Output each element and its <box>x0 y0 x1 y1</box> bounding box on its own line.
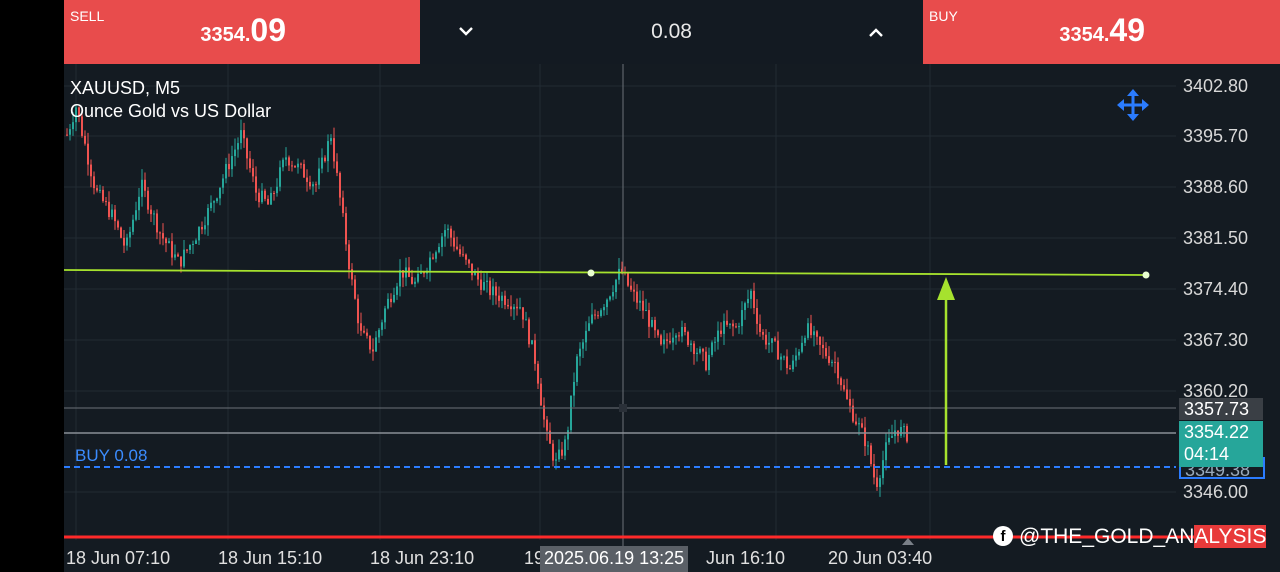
sell-button[interactable]: SELL 3354.09 <box>64 0 420 64</box>
buy-label: BUY <box>929 8 958 24</box>
price-tick: 3381.50 <box>1183 228 1249 248</box>
price-tick: 3402.80 <box>1183 76 1249 96</box>
time-tick: 18 Jun 15:10 <box>218 548 323 568</box>
buy-button[interactable]: BUY 3354.49 <box>923 0 1280 64</box>
price-tick: 3374.40 <box>1183 279 1249 299</box>
buy-order-label[interactable]: BUY 0.08 <box>75 446 148 465</box>
facebook-icon: f <box>993 526 1013 546</box>
buy-price: 3354.49 <box>1059 12 1145 48</box>
price-tick: 3346.00 <box>1183 482 1249 502</box>
time-tick: 19 <box>524 548 545 568</box>
bid-price-tag: 3354.22 04:14 <box>1179 421 1263 467</box>
time-tick: Jun 16:10 <box>706 548 786 568</box>
sell-price: 3354.09 <box>200 12 286 48</box>
time-tick: 18 Jun 07:10 <box>66 548 171 568</box>
sell-label: SELL <box>70 8 105 24</box>
watermark: f @THE_GOLD_ANALYSIS <box>993 525 1267 549</box>
left-margin <box>0 0 64 572</box>
time-tick: 18 Jun 23:10 <box>370 548 475 568</box>
volume-value[interactable]: 0.08 <box>651 20 692 43</box>
price-tick: 3367.30 <box>1183 330 1249 350</box>
time-tick: 20 Jun 03:40 <box>828 548 933 568</box>
move-icon[interactable] <box>1116 88 1150 122</box>
watermark-text-highlight: ALYSIS <box>1194 525 1267 548</box>
symbol-timeframe: XAUUSD, M5 <box>70 78 181 98</box>
volume-control: 0.08 <box>420 0 923 64</box>
chevron-up-icon[interactable] <box>860 18 892 46</box>
price-tick: 3360.20 <box>1183 381 1249 401</box>
bid-price: 3354.22 <box>1184 422 1250 442</box>
watermark-text: @THE_GOLD_AN <box>1019 525 1195 548</box>
chart-area[interactable] <box>64 64 1176 540</box>
price-tick: 3388.60 <box>1183 177 1249 197</box>
crosshair-time-tag: 2025.06.19 13:25 <box>540 546 689 572</box>
chevron-down-icon[interactable] <box>450 18 482 46</box>
candle-countdown: 04:14 <box>1184 444 1230 464</box>
crosshair-price-tag: 3357.73 <box>1179 398 1263 420</box>
price-tick: 3395.70 <box>1183 126 1249 146</box>
symbol-description: Ounce Gold vs US Dollar <box>70 101 272 121</box>
